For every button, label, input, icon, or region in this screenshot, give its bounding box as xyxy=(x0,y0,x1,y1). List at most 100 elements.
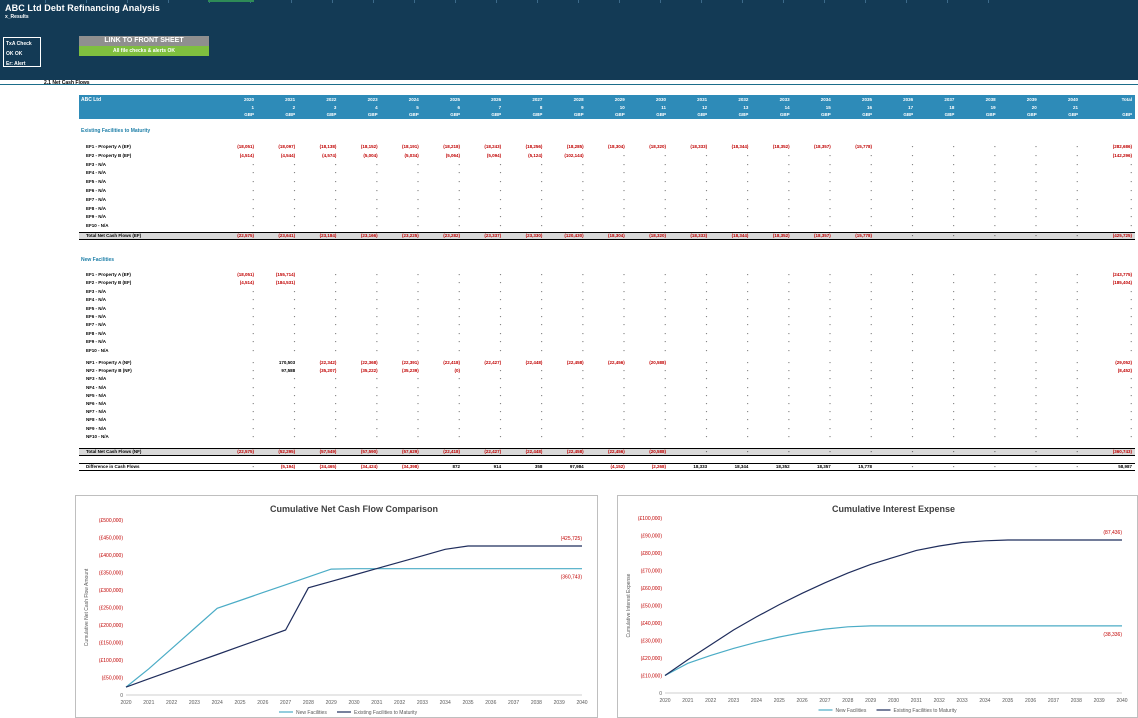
table-cell: - xyxy=(664,179,667,185)
table-cell: - xyxy=(911,347,914,353)
table-cell: - xyxy=(829,170,831,176)
table-cell: - xyxy=(952,368,955,374)
table-cell: - xyxy=(705,152,708,158)
table-cell: - xyxy=(499,196,502,202)
y-axis-label: Cumulative Interest Expense xyxy=(626,573,632,637)
table-cell: - xyxy=(540,179,543,185)
table-cell: - xyxy=(293,425,296,431)
table-cell: - xyxy=(376,305,378,311)
table-cell: - xyxy=(458,339,461,345)
table-cell: (57,590) xyxy=(360,449,378,454)
table-cell: (184,531) xyxy=(275,280,296,286)
x-tick-label: 2034 xyxy=(979,698,990,704)
sheet-tab-divider xyxy=(45,0,46,3)
y-tick-label: 0 xyxy=(120,693,123,699)
currency-header: GBP xyxy=(409,112,419,117)
table-cell: (23,225) xyxy=(402,233,419,238)
table-cell: - xyxy=(252,368,255,374)
table-cell: - xyxy=(829,205,831,211)
table-cell: - xyxy=(623,314,625,319)
table-cell: - xyxy=(1076,449,1079,454)
table-cell: - xyxy=(376,347,378,353)
table-cell: - xyxy=(582,272,584,277)
link-to-front-sheet-button[interactable]: LINK TO FRONT SHEET xyxy=(79,36,209,46)
check-title: TxA Check xyxy=(6,41,32,47)
table-cell: (35,239) xyxy=(402,368,419,374)
table-cell: - xyxy=(911,425,914,431)
table-cell: - xyxy=(870,384,873,390)
table-cell: 18,333 xyxy=(693,464,708,469)
table-cell: - xyxy=(1035,330,1037,336)
table-cell: (4,544) xyxy=(280,152,296,158)
table-cell: - xyxy=(705,322,708,328)
table-cell: 97,984 xyxy=(569,464,584,469)
currency-header: GBP xyxy=(573,112,584,117)
table-cell: - xyxy=(870,347,873,353)
period-header: 13 xyxy=(743,105,749,110)
table-cell: - xyxy=(994,297,996,303)
table-cell: - xyxy=(623,223,625,229)
x-tick-label: 2036 xyxy=(485,700,496,706)
table-cell: (5,094) xyxy=(486,152,502,158)
table-cell: - xyxy=(911,188,914,193)
table-cell: - xyxy=(911,322,914,328)
table-cell: - xyxy=(623,280,625,286)
table-cell: - xyxy=(664,409,667,415)
row-label: EF8 - N/A xyxy=(86,205,107,211)
sheet-tab-divider xyxy=(127,0,128,3)
y-tick-label: (£300,000) xyxy=(99,588,124,594)
total-row-label: Total Net Cash Flows (EF) xyxy=(86,233,142,238)
table-cell: (22,418) xyxy=(443,360,460,365)
row-label: NF5 - N/A xyxy=(86,392,107,398)
table-cell: - xyxy=(870,205,873,211)
table-cell: - xyxy=(1035,314,1037,319)
table-cell: - xyxy=(788,384,790,390)
table-cell: - xyxy=(994,161,996,167)
table-cell: - xyxy=(293,205,296,211)
table-cell: - xyxy=(788,205,790,211)
table-cell: - xyxy=(499,223,502,229)
table-cell: (34,398) xyxy=(402,464,419,469)
series-end-label: (87,436) xyxy=(1103,530,1122,536)
table-cell: - xyxy=(582,179,584,185)
y-tick-label: (£50,000) xyxy=(102,676,124,682)
table-cell: (18,344) xyxy=(731,233,749,238)
year-header: 2025 xyxy=(449,97,460,102)
table-cell: - xyxy=(417,196,419,202)
table-cell: - xyxy=(952,144,955,149)
table-cell: - xyxy=(911,297,914,303)
table-cell: - xyxy=(788,280,790,286)
table-cell: - xyxy=(911,272,914,277)
table-cell: - xyxy=(499,179,502,185)
table-cell: - xyxy=(952,449,955,454)
sheet-tab-divider xyxy=(742,0,743,3)
table-cell: - xyxy=(829,196,831,202)
table-cell: - xyxy=(623,196,625,202)
table-cell: - xyxy=(458,272,461,277)
table-cell: - xyxy=(746,280,749,286)
table-cell: - xyxy=(1035,144,1037,149)
table-cell: - xyxy=(582,205,584,211)
table-cell: - xyxy=(746,288,749,294)
table-cell: - xyxy=(623,305,625,311)
table-cell: - xyxy=(664,330,667,336)
table-cell: - xyxy=(1035,347,1037,353)
table-cell: - xyxy=(334,196,337,202)
sheet-tab-active[interactable] xyxy=(208,0,254,2)
table-cell: - xyxy=(334,161,337,167)
table-cell: - xyxy=(1035,161,1037,167)
table-cell: - xyxy=(540,433,543,439)
table-cell: - xyxy=(293,179,296,185)
row-label: EF9 - N/A xyxy=(86,214,107,220)
table-cell: (18,352) xyxy=(772,233,790,238)
table-cell: - xyxy=(540,384,543,390)
chart-title: Cumulative Net Cash Flow Comparison xyxy=(270,504,438,514)
table-cell: - xyxy=(705,449,708,454)
table-cell: (18,097) xyxy=(278,144,296,149)
table-cell: - xyxy=(746,322,749,328)
currency-header: GBP xyxy=(697,112,708,117)
table-cell: - xyxy=(746,339,749,345)
y-tick-label: (£40,000) xyxy=(641,621,663,627)
table-cell: - xyxy=(540,188,543,193)
table-cell: - xyxy=(334,170,337,176)
